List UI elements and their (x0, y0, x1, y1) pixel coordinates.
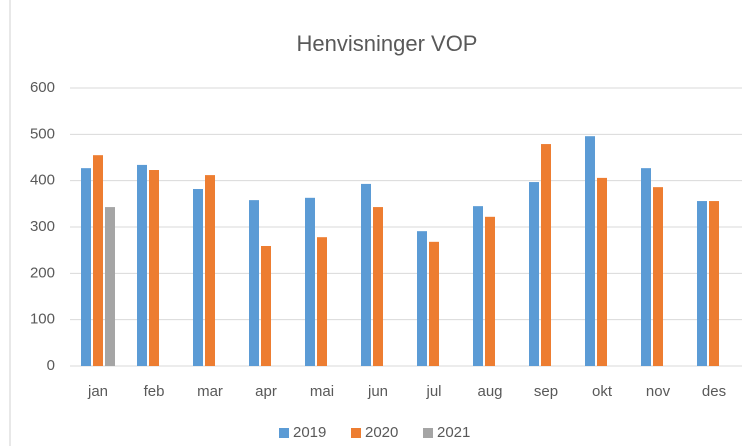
y-tick-label: 500 (30, 125, 55, 142)
bar (485, 216, 495, 366)
x-tick-label: sep (534, 383, 558, 400)
bar (317, 237, 327, 366)
x-tick-label: okt (592, 383, 613, 400)
x-tick-label: jul (425, 383, 441, 400)
bar (305, 197, 315, 366)
bar (529, 182, 539, 366)
bar (585, 136, 595, 366)
x-tick-label: feb (144, 383, 165, 400)
x-tick-label: nov (646, 383, 671, 400)
bar (697, 201, 707, 366)
legend-label: 2021 (437, 424, 470, 441)
legend-swatch (423, 428, 433, 438)
bar (93, 155, 103, 366)
x-tick-label: aug (477, 383, 502, 400)
x-tick-label: mar (197, 383, 223, 400)
y-tick-label: 0 (47, 357, 55, 374)
y-tick-label: 600 (30, 79, 55, 96)
bar (417, 231, 427, 366)
legend-swatch (351, 428, 361, 438)
bar (429, 241, 439, 366)
bar (641, 168, 651, 366)
bar (81, 168, 91, 366)
bar (193, 189, 203, 366)
bar (473, 206, 483, 366)
x-tick-label: jan (87, 383, 108, 400)
bar (361, 183, 371, 366)
bar (105, 207, 115, 366)
bar (653, 187, 663, 366)
bar (149, 170, 159, 366)
y-tick-label: 200 (30, 264, 55, 281)
bar (249, 200, 259, 366)
bar (205, 175, 215, 366)
y-tick-label: 100 (30, 311, 55, 328)
bar (137, 164, 147, 366)
x-tick-label: apr (255, 383, 277, 400)
y-tick-label: 400 (30, 172, 55, 189)
bar (541, 144, 551, 366)
bar (597, 177, 607, 366)
y-tick-label: 300 (30, 218, 55, 235)
legend-label: 2020 (365, 424, 398, 441)
legend-swatch (279, 428, 289, 438)
x-tick-label: jun (367, 383, 388, 400)
x-tick-label: mai (310, 383, 334, 400)
x-tick-label: des (702, 383, 726, 400)
chart-title: Henvisninger VOP (297, 31, 478, 56)
legend-label: 2019 (293, 424, 326, 441)
bar (373, 207, 383, 366)
bar (709, 201, 719, 366)
bar (261, 245, 271, 366)
